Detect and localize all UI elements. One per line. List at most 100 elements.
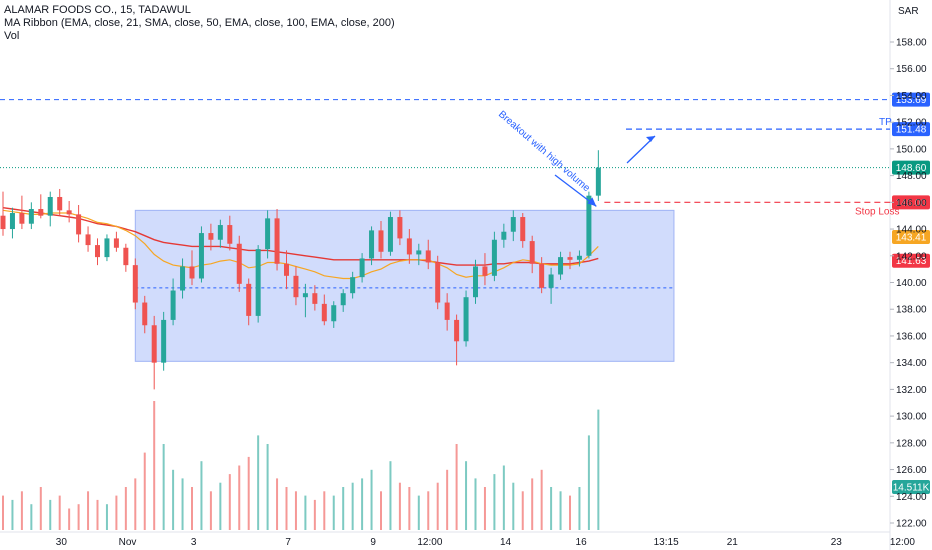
- candle[interactable]: [28, 202, 34, 230]
- candle[interactable]: [198, 226, 204, 283]
- candle[interactable]: [595, 150, 601, 201]
- candle[interactable]: [142, 295, 148, 334]
- volume-bar: [380, 491, 382, 530]
- price-tick-label: 150.00: [896, 144, 927, 155]
- candle[interactable]: [529, 235, 535, 274]
- candle[interactable]: [491, 231, 497, 282]
- price-level-tag[interactable]: 148.60: [892, 160, 930, 175]
- candle[interactable]: [246, 278, 252, 326]
- legend-symbol-title[interactable]: ALAMAR FOODS CO., 15, TADAWUL: [4, 4, 191, 16]
- candle[interactable]: [76, 205, 82, 243]
- candle[interactable]: [265, 210, 271, 259]
- time-tick-label: 12:00: [417, 537, 442, 548]
- candle[interactable]: [227, 215, 233, 251]
- candle[interactable]: [510, 210, 516, 242]
- candle[interactable]: [57, 188, 63, 216]
- candle[interactable]: [312, 285, 318, 311]
- candle[interactable]: [406, 229, 412, 264]
- candle[interactable]: [161, 311, 167, 371]
- candle[interactable]: [387, 211, 393, 256]
- price-level-tag[interactable]: 151.48: [892, 122, 930, 137]
- candle[interactable]: [180, 258, 186, 299]
- price-level-tag-text: 146.00: [896, 198, 927, 209]
- candle[interactable]: [378, 221, 384, 259]
- candle[interactable]: [331, 301, 337, 328]
- candle[interactable]: [236, 235, 242, 292]
- candle[interactable]: [520, 213, 526, 248]
- candle[interactable]: [19, 195, 25, 230]
- candle[interactable]: [95, 238, 100, 266]
- candle[interactable]: [454, 314, 460, 366]
- candle[interactable]: [482, 253, 488, 286]
- candle[interactable]: [189, 250, 195, 286]
- price-tick-label: 146.00: [896, 198, 927, 209]
- candle-body: [151, 325, 157, 363]
- candle[interactable]: [501, 223, 507, 248]
- price-tick-label: 128.00: [896, 438, 927, 449]
- candle[interactable]: [425, 239, 431, 270]
- time-tick-label: 12:00: [890, 537, 915, 548]
- candle[interactable]: [113, 231, 119, 252]
- candle[interactable]: [435, 255, 441, 310]
- candle[interactable]: [9, 207, 15, 239]
- candle[interactable]: [539, 257, 545, 294]
- candle[interactable]: [473, 259, 478, 304]
- candle[interactable]: [340, 289, 346, 312]
- time-tick-label: 3: [191, 537, 197, 548]
- volume-bar: [285, 487, 288, 530]
- volume-bar: [276, 478, 279, 530]
- candle[interactable]: [170, 278, 176, 326]
- candle[interactable]: [416, 243, 422, 266]
- candle[interactable]: [66, 200, 72, 223]
- candle[interactable]: [558, 251, 564, 280]
- candle[interactable]: [104, 234, 110, 262]
- candle[interactable]: [576, 250, 582, 267]
- volume-bar: [436, 482, 439, 530]
- candle[interactable]: [255, 245, 261, 323]
- price-level-tag[interactable]: 146.00: [892, 195, 930, 210]
- candle-body: [558, 257, 564, 275]
- time-axis[interactable]: 30 Nov 3 7 9 12:00 14 16 13:15 21 23 12:00: [56, 537, 916, 548]
- candle[interactable]: [463, 290, 469, 347]
- candle[interactable]: [321, 294, 327, 326]
- candle[interactable]: [123, 243, 129, 272]
- candle[interactable]: [151, 315, 157, 390]
- price-level-tag-bg: [892, 160, 930, 175]
- candle[interactable]: [208, 223, 214, 251]
- candle[interactable]: [217, 219, 223, 248]
- candle[interactable]: [38, 194, 44, 219]
- candle-body: [321, 303, 327, 322]
- candle[interactable]: [284, 250, 289, 290]
- candle[interactable]: [369, 226, 375, 266]
- price-axis[interactable]: SAR 158.00 156.00 154.00 152.00 150.00 148.00…: [890, 6, 927, 530]
- candle-body: [463, 297, 469, 342]
- candle[interactable]: [567, 251, 573, 270]
- candle[interactable]: [444, 293, 450, 331]
- candle[interactable]: [47, 191, 53, 227]
- candle[interactable]: [85, 226, 91, 252]
- candle[interactable]: [132, 258, 138, 310]
- candle[interactable]: [548, 267, 554, 304]
- legend-ma-ribbon[interactable]: MA Ribbon (EMA, close, 21, SMA, close, 5…: [4, 17, 395, 29]
- legend-volume[interactable]: Vol: [4, 30, 20, 42]
- price-level-tag[interactable]: 143.41: [892, 229, 930, 244]
- price-level-tag[interactable]: 153.69: [892, 92, 930, 107]
- candle[interactable]: [274, 209, 280, 271]
- candles-layer[interactable]: [0, 150, 601, 390]
- candle[interactable]: [397, 210, 403, 246]
- volume-tag[interactable]: 14.511K: [892, 480, 930, 494]
- candle[interactable]: [293, 266, 299, 306]
- volume-bar: [115, 495, 118, 530]
- price-level-tag[interactable]: 141.63: [892, 253, 930, 268]
- price-level-tag-text: 148.60: [896, 163, 927, 174]
- volume-bar: [200, 461, 203, 530]
- candle[interactable]: [359, 253, 365, 283]
- candle[interactable]: [0, 191, 6, 236]
- candle[interactable]: [350, 271, 356, 299]
- volume-bar: [191, 487, 193, 530]
- candle-body: [567, 257, 573, 260]
- volume-bar: [124, 487, 127, 530]
- candle[interactable]: [302, 283, 308, 318]
